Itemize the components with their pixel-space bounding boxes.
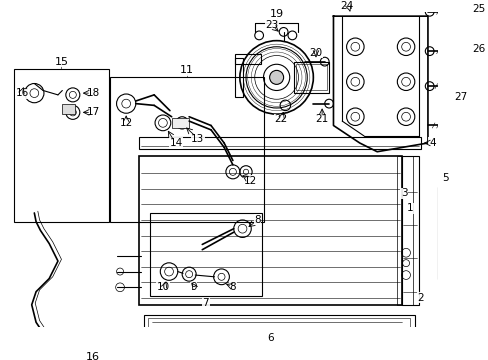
Text: 8: 8: [254, 215, 260, 225]
Text: 6: 6: [266, 333, 273, 343]
Text: 2: 2: [417, 293, 424, 303]
Text: 12: 12: [119, 118, 133, 128]
Text: 3: 3: [400, 188, 407, 198]
Bar: [234, 54, 260, 64]
Text: 17: 17: [87, 107, 100, 117]
Circle shape: [269, 71, 283, 84]
Text: 11: 11: [179, 66, 193, 75]
Bar: [148, 318, 409, 328]
Bar: [439, 189, 451, 277]
Text: 19: 19: [269, 9, 283, 19]
Bar: [139, 137, 420, 149]
Text: 26: 26: [471, 44, 484, 54]
Text: 16: 16: [86, 352, 100, 360]
Text: 15: 15: [54, 57, 68, 67]
Bar: [143, 315, 414, 331]
Text: 4: 4: [428, 138, 435, 148]
Bar: [295, 64, 326, 90]
Text: 12: 12: [243, 176, 257, 186]
Bar: [14, 69, 108, 222]
Text: 23: 23: [265, 20, 278, 30]
Text: 5: 5: [441, 173, 448, 183]
Text: 14: 14: [169, 138, 183, 148]
Text: 13: 13: [191, 134, 204, 144]
Text: 18: 18: [87, 88, 100, 98]
Bar: [149, 213, 261, 296]
Text: 10: 10: [156, 282, 169, 292]
Text: 8: 8: [229, 282, 236, 292]
Text: 27: 27: [454, 92, 467, 102]
Bar: [62, 104, 74, 114]
Text: 25: 25: [471, 4, 484, 14]
Text: 1: 1: [407, 203, 413, 213]
Text: 16: 16: [16, 88, 29, 98]
Bar: [438, 187, 453, 279]
Bar: [171, 118, 189, 128]
Text: 20: 20: [309, 48, 322, 58]
Bar: [397, 156, 412, 305]
Text: 7: 7: [202, 298, 209, 308]
Bar: [293, 62, 328, 93]
Bar: [110, 77, 263, 222]
Text: 24: 24: [339, 1, 352, 11]
Text: 22: 22: [274, 114, 287, 124]
Bar: [234, 58, 243, 96]
Text: 21: 21: [315, 114, 328, 124]
Bar: [401, 156, 418, 305]
Text: 9: 9: [190, 282, 197, 292]
Bar: [139, 156, 401, 305]
